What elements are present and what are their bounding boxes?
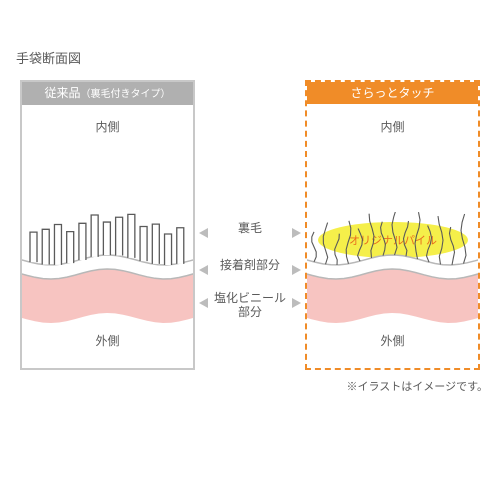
left-header-main: 従来品 — [44, 86, 80, 100]
center-label-vinyl: 塩化ビニール 部分 — [200, 292, 300, 320]
diagram-title: 手袋断面図 — [16, 48, 81, 67]
footnote: ※イラストはイメージです。 — [347, 378, 488, 394]
center-label-lining: 裏毛 — [200, 222, 300, 236]
arrow-right-icon — [292, 298, 301, 308]
arrow-left-icon — [199, 228, 208, 238]
arrow-left-icon — [199, 298, 208, 308]
panel-conventional: 従来品（裏毛付きタイプ） 内側 外側 — [20, 80, 195, 370]
left-inner-bottom-label: 外側 — [22, 332, 193, 349]
arrow-right-icon — [292, 228, 301, 238]
center-label-adhesive: 接着剤部分 — [200, 259, 300, 273]
panel-header-left: 従来品（裏毛付きタイプ） — [22, 82, 193, 105]
left-inner-top-label: 内側 — [22, 118, 193, 135]
right-layers-svg — [307, 212, 478, 332]
panel-new: さらっとタッチ 内側 オリジナルパイル 外側 — [305, 80, 480, 370]
arrow-right-icon — [292, 265, 301, 275]
panel-header-right: さらっとタッチ — [307, 82, 478, 104]
arrow-left-icon — [199, 265, 208, 275]
right-inner-top-label: 内側 — [307, 118, 478, 135]
right-inner-bottom-label: 外側 — [307, 332, 478, 349]
right-header-main: さらっとタッチ — [350, 86, 434, 100]
left-layers-svg — [22, 212, 193, 332]
left-header-sub: （裏毛付きタイプ） — [81, 89, 171, 100]
